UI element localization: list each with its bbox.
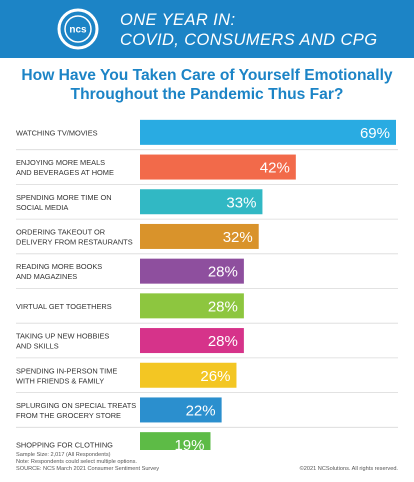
bar — [140, 432, 211, 450]
value-label: 32% — [223, 229, 253, 246]
bar — [140, 119, 396, 145]
value-label: 28% — [208, 298, 238, 315]
chart-title-line1: How Have You Taken Care of Yourself Emot… — [21, 67, 393, 84]
ncs-logo: ncs — [57, 8, 99, 50]
value-label: 33% — [226, 194, 256, 211]
header-banner: ncs ONE YEAR IN: COVID, CONSUMERS AND CP… — [0, 0, 414, 58]
category-label: AND BEVERAGES AT HOME — [16, 168, 114, 177]
value-label: 28% — [208, 264, 238, 281]
category-label: WATCHING TV/MOVIES — [16, 128, 98, 137]
category-label: DELIVERY FROM RESTAURANTS — [16, 237, 133, 246]
bar-chart: WATCHING TV/MOVIES 69% ENJOYING MORE MEALS… — [16, 119, 398, 450]
chart-title: How Have You Taken Care of Yourself Emot… — [0, 66, 414, 104]
bar — [140, 189, 263, 215]
copyright: ©2021 NCSolutions. All rights reserved. — [299, 466, 398, 472]
category-label: WITH FRIENDS & FAMILY — [16, 376, 104, 385]
bar — [140, 154, 296, 180]
value-label: 22% — [186, 402, 216, 419]
footnotes: Sample Size: 2,017 (All Respondents) Not… — [16, 452, 159, 473]
footnote-sample: Sample Size: 2,017 (All Respondents) — [16, 452, 111, 458]
category-label: SHOPPING FOR CLOTHING — [16, 441, 113, 450]
category-label: AND SKILLS — [16, 342, 59, 351]
category-label: ENJOYING MORE MEALS — [16, 158, 105, 167]
bar — [140, 362, 237, 388]
category-label: SPENDING MORE TIME ON — [16, 193, 112, 202]
category-label: VIRTUAL GET TOGETHERS — [16, 302, 112, 311]
header-title-line1: ONE YEAR IN: — [120, 11, 236, 29]
category-label: ORDERING TAKEOUT OR — [16, 227, 105, 236]
category-label: TAKING UP NEW HOBBIES — [16, 332, 109, 341]
value-label: 26% — [200, 368, 230, 385]
value-label: 42% — [260, 160, 290, 177]
chart-title-line2: Throughout the Pandemic Thus Far? — [70, 86, 344, 103]
category-label: SOCIAL MEDIA — [16, 203, 68, 212]
logo-text: ncs — [69, 25, 87, 36]
footnote-source: SOURCE: NCS March 2021 Consumer Sentimen… — [16, 466, 160, 472]
bar — [140, 328, 244, 354]
header-title-line2: COVID, CONSUMERS AND CPG — [120, 31, 378, 49]
category-label: AND MAGAZINES — [16, 272, 77, 281]
bar — [140, 397, 222, 423]
bar — [140, 223, 259, 249]
value-label: 28% — [208, 333, 238, 350]
category-label: READING MORE BOOKS — [16, 262, 102, 271]
value-label: 69% — [360, 125, 390, 142]
footnote-note: Note: Respondents could select multiple … — [16, 459, 137, 465]
value-label: 19% — [174, 437, 204, 450]
bar — [140, 293, 244, 319]
category-label: FROM THE GROCERY STORE — [16, 411, 121, 420]
category-label: SPLURGING ON SPECIAL TREATS — [16, 401, 136, 410]
category-label: SPENDING IN-PERSON TIME — [16, 366, 117, 375]
bar — [140, 258, 244, 284]
